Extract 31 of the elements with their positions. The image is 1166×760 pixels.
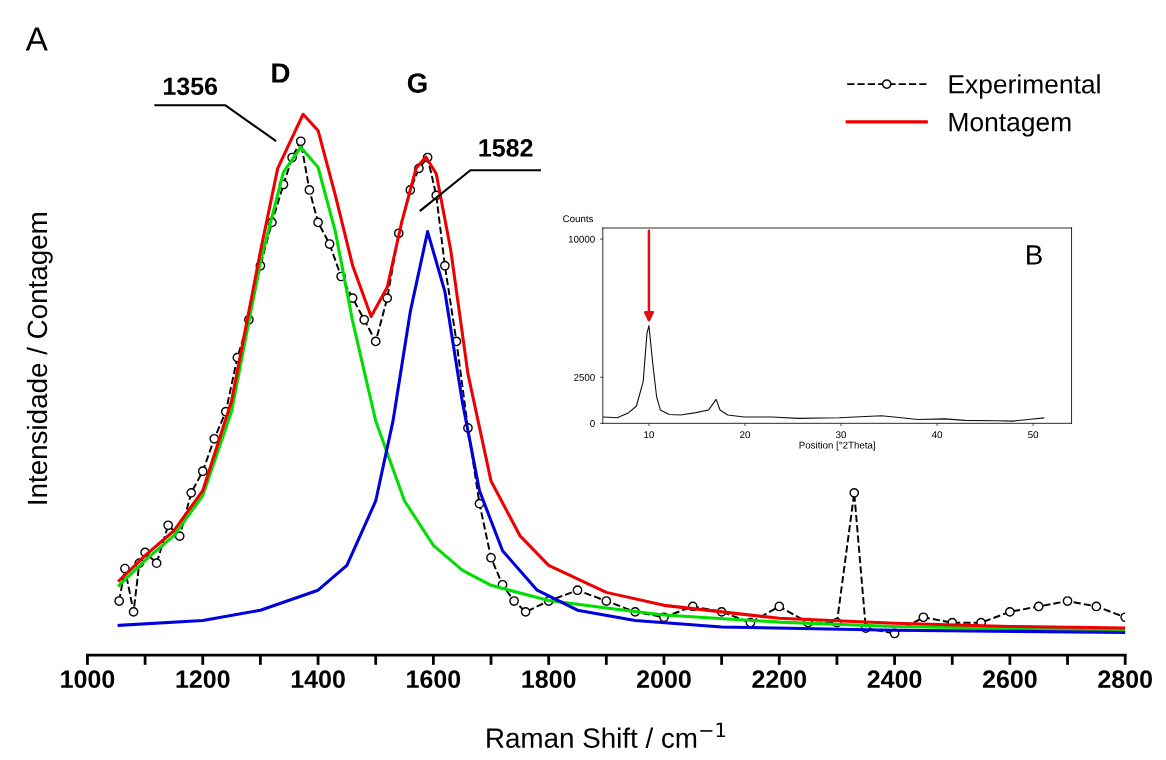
y-axis-title: Intensidade / Contagem: [26, 213, 53, 504]
line-series: [602, 325, 1045, 422]
x-tick-label: 1000: [61, 670, 115, 689]
x-tick-label: 30: [835, 431, 847, 439]
text: D: [272, 63, 290, 83]
x-tick-label: 1200: [176, 670, 230, 689]
x-tick-label: 1800: [522, 670, 576, 689]
x-tick-label: 2800: [1098, 670, 1152, 689]
y-tick-label: 10000: [568, 235, 595, 243]
x-tick-label: 2200: [752, 670, 807, 689]
x-tick-label: 2000: [637, 670, 691, 689]
y-tick-label: 0: [590, 420, 595, 427]
x-tick-label: 50: [1028, 431, 1039, 439]
legend-label: Experimental: [949, 74, 1100, 99]
x-axis-title: Raman Shift / cm$^{−1}$: [487, 722, 726, 748]
x-tick-label: 2600: [982, 670, 1037, 689]
x-tick-label: 20: [740, 431, 751, 439]
x-tick-label: 2400: [867, 670, 922, 689]
y-tick-label: 2500: [574, 373, 595, 381]
annotation: 1582: [479, 139, 533, 157]
legend-label: Montagem: [949, 112, 1071, 137]
x-tick-label: 1600: [407, 670, 461, 689]
annotation: B: [1027, 245, 1042, 265]
x-axis-title: Position [°2Theta]: [799, 441, 875, 451]
x-tick-label: 1400: [291, 670, 345, 689]
text: G: [407, 73, 427, 93]
y-axis-title: Counts: [563, 215, 594, 223]
text: A: [25, 27, 48, 51]
text: 1356: [163, 77, 218, 96]
x-tick-label: 40: [931, 431, 943, 439]
x-tick-label: 10: [644, 431, 654, 439]
